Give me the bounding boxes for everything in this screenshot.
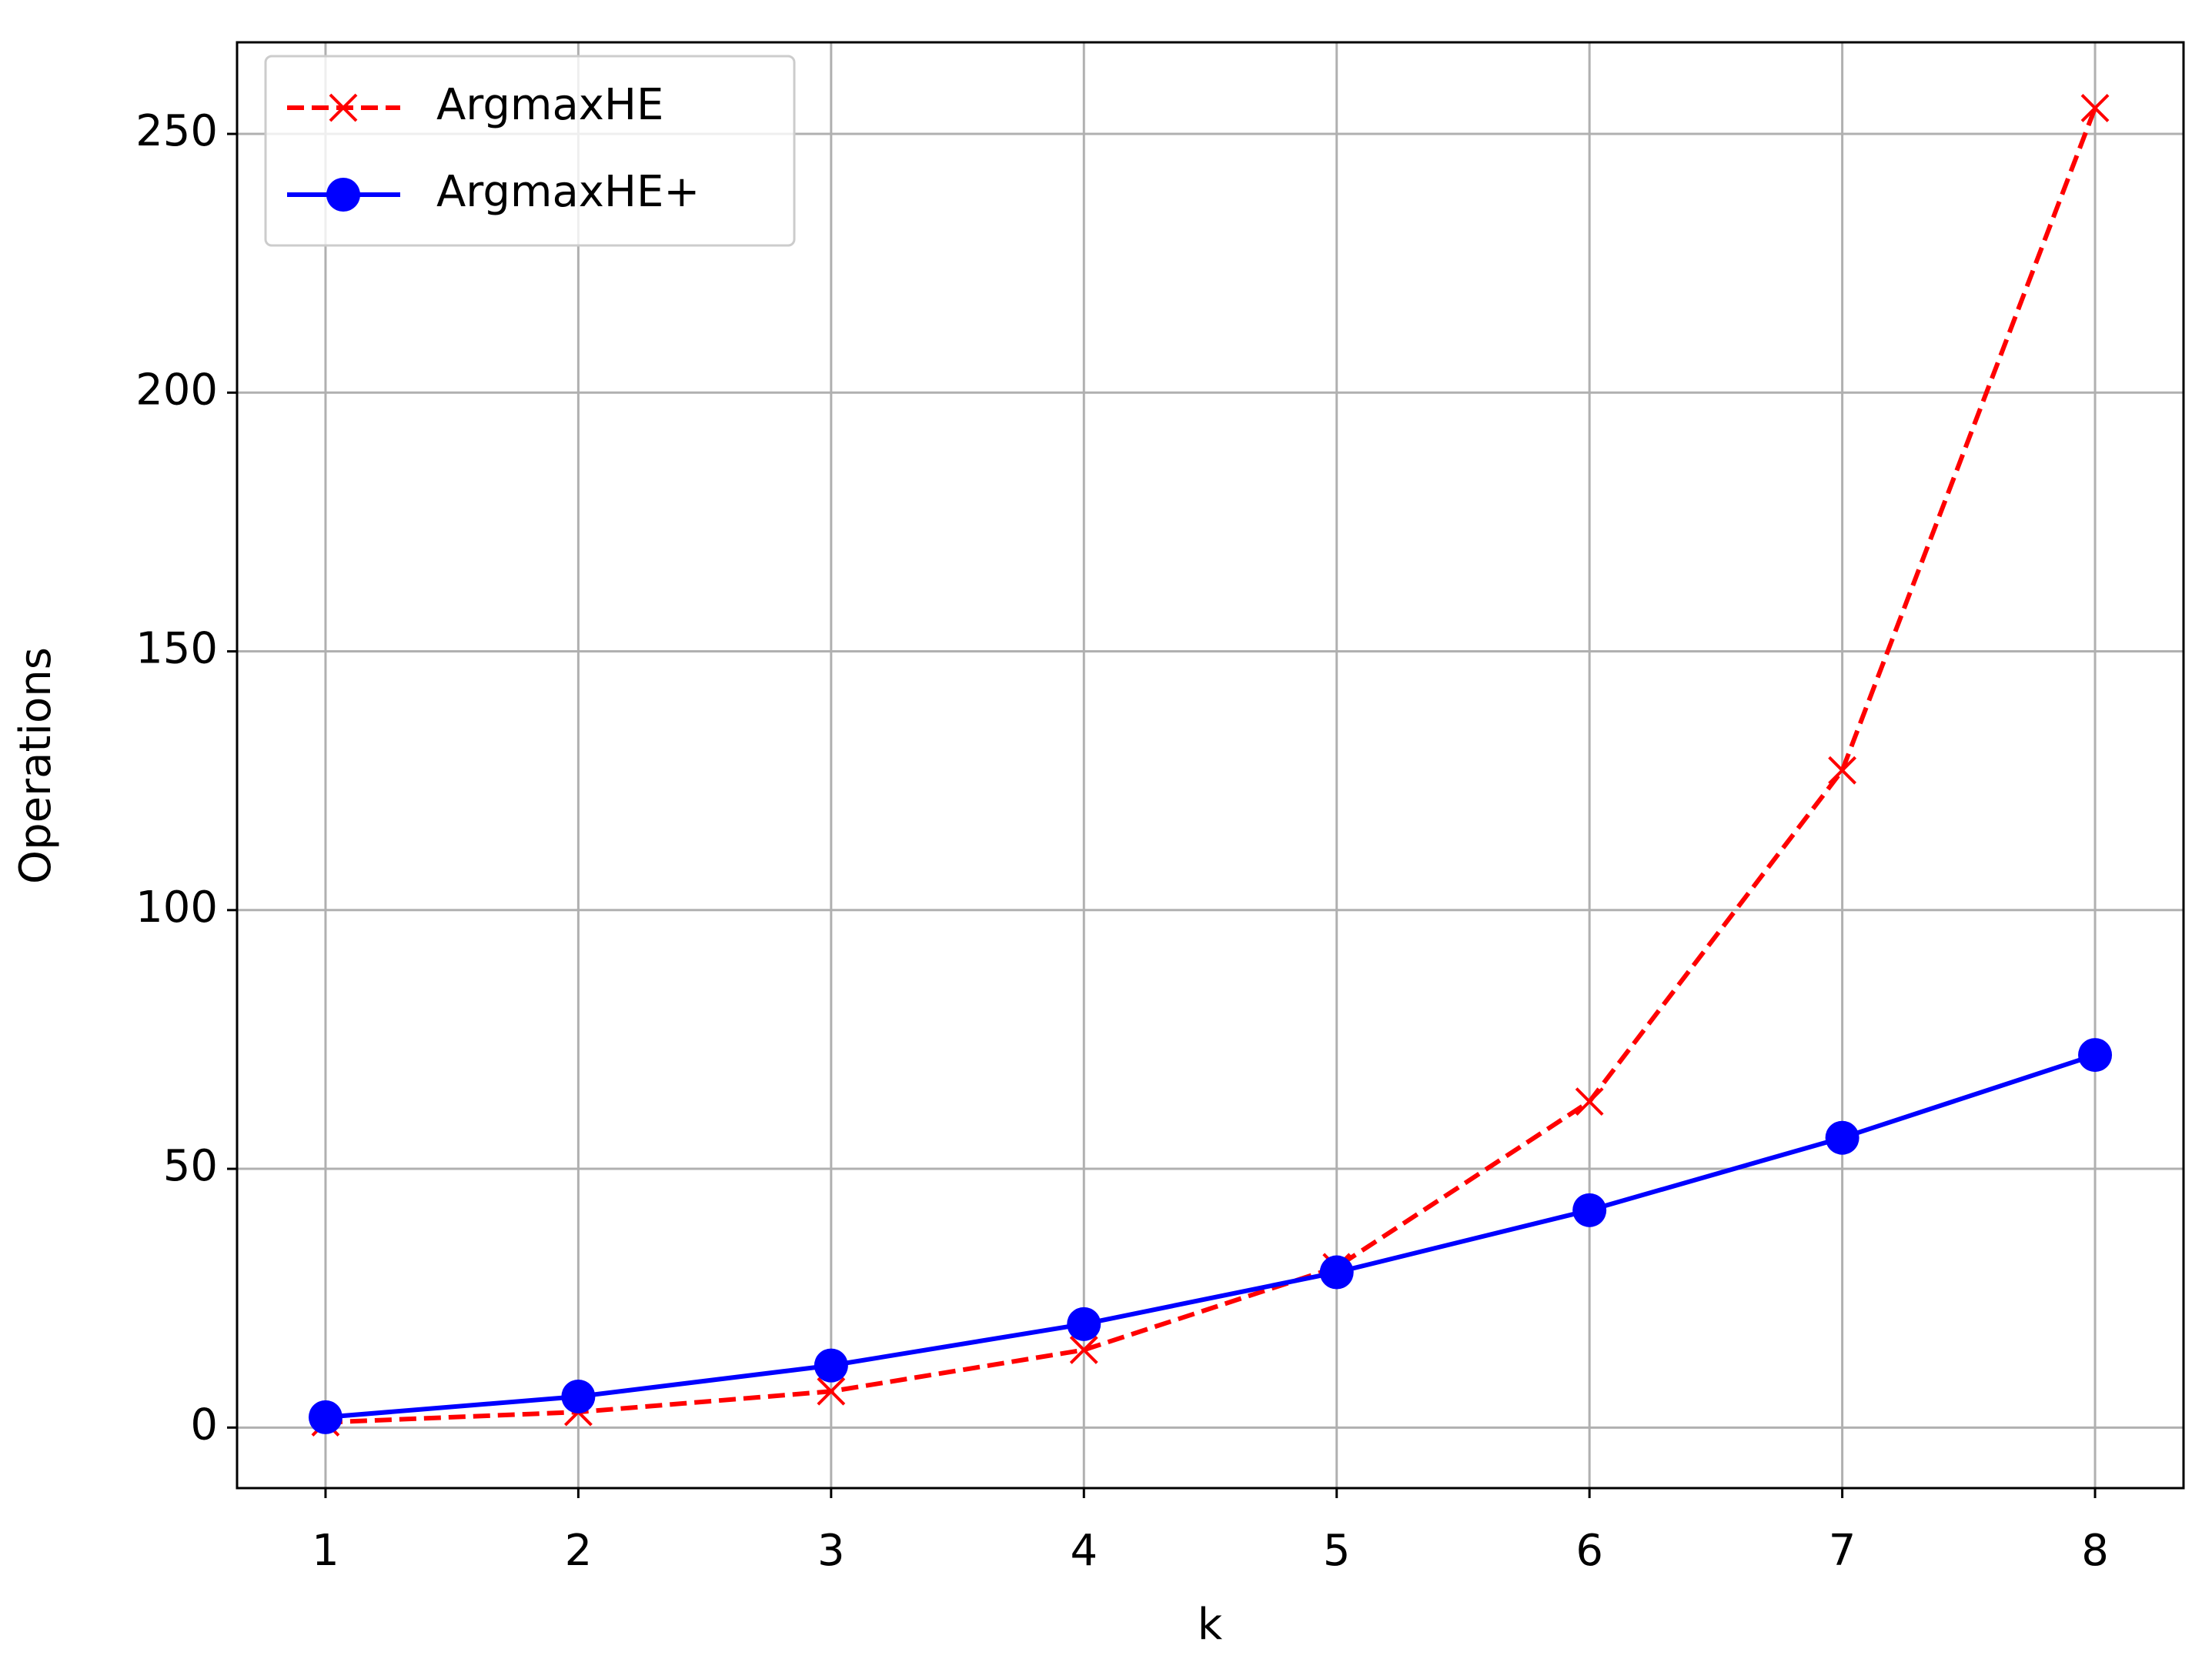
point	[1069, 1336, 1098, 1364]
point-cross	[2080, 93, 2110, 122]
x-tick-label: 3	[817, 1526, 845, 1576]
point-cross	[1069, 1336, 1098, 1364]
y-tick-label: 0	[190, 1400, 218, 1450]
point	[2078, 1038, 2113, 1073]
y-tick-label: 50	[163, 1141, 218, 1191]
x-tick-label: 6	[1575, 1526, 1603, 1576]
legend-marker	[329, 93, 358, 122]
point	[814, 1348, 848, 1383]
point	[817, 1377, 846, 1406]
legend: ArgmaxHE ArgmaxHE+	[264, 55, 796, 247]
y-tick-label: 200	[135, 365, 218, 415]
y-tick-label: 100	[135, 883, 218, 933]
series-line	[325, 107, 2097, 1425]
point	[1825, 1120, 1859, 1155]
point	[2080, 93, 2110, 122]
x-tick-label: 7	[1829, 1526, 1856, 1576]
point	[1575, 1087, 1604, 1116]
plot-frame	[236, 41, 2185, 1490]
legend-label: ArgmaxHE+	[436, 167, 700, 217]
point-cross	[1828, 756, 1857, 785]
x-tick-label: 1	[312, 1526, 339, 1576]
point-cross	[1575, 1087, 1604, 1116]
point	[1828, 756, 1857, 785]
point	[1319, 1255, 1354, 1290]
x-tick-label: 2	[565, 1526, 593, 1576]
series-line	[325, 1053, 2096, 1420]
point	[561, 1379, 596, 1413]
y-axis-label: Operations	[11, 647, 61, 884]
legend-label: ArgmaxHE	[436, 80, 663, 130]
x-tick-label: 4	[1070, 1526, 1098, 1576]
x-tick-label: 8	[2081, 1526, 2109, 1576]
point	[1067, 1307, 1101, 1341]
point	[308, 1400, 342, 1434]
x-tick-label: 5	[1323, 1526, 1351, 1576]
legend-marker	[326, 178, 360, 212]
legend-box	[264, 55, 796, 247]
point-cross	[817, 1377, 846, 1406]
y-tick-label: 150	[135, 624, 218, 674]
y-tick-label: 250	[135, 106, 218, 156]
point	[1572, 1193, 1607, 1227]
x-axis-label: k	[1198, 1600, 1223, 1650]
